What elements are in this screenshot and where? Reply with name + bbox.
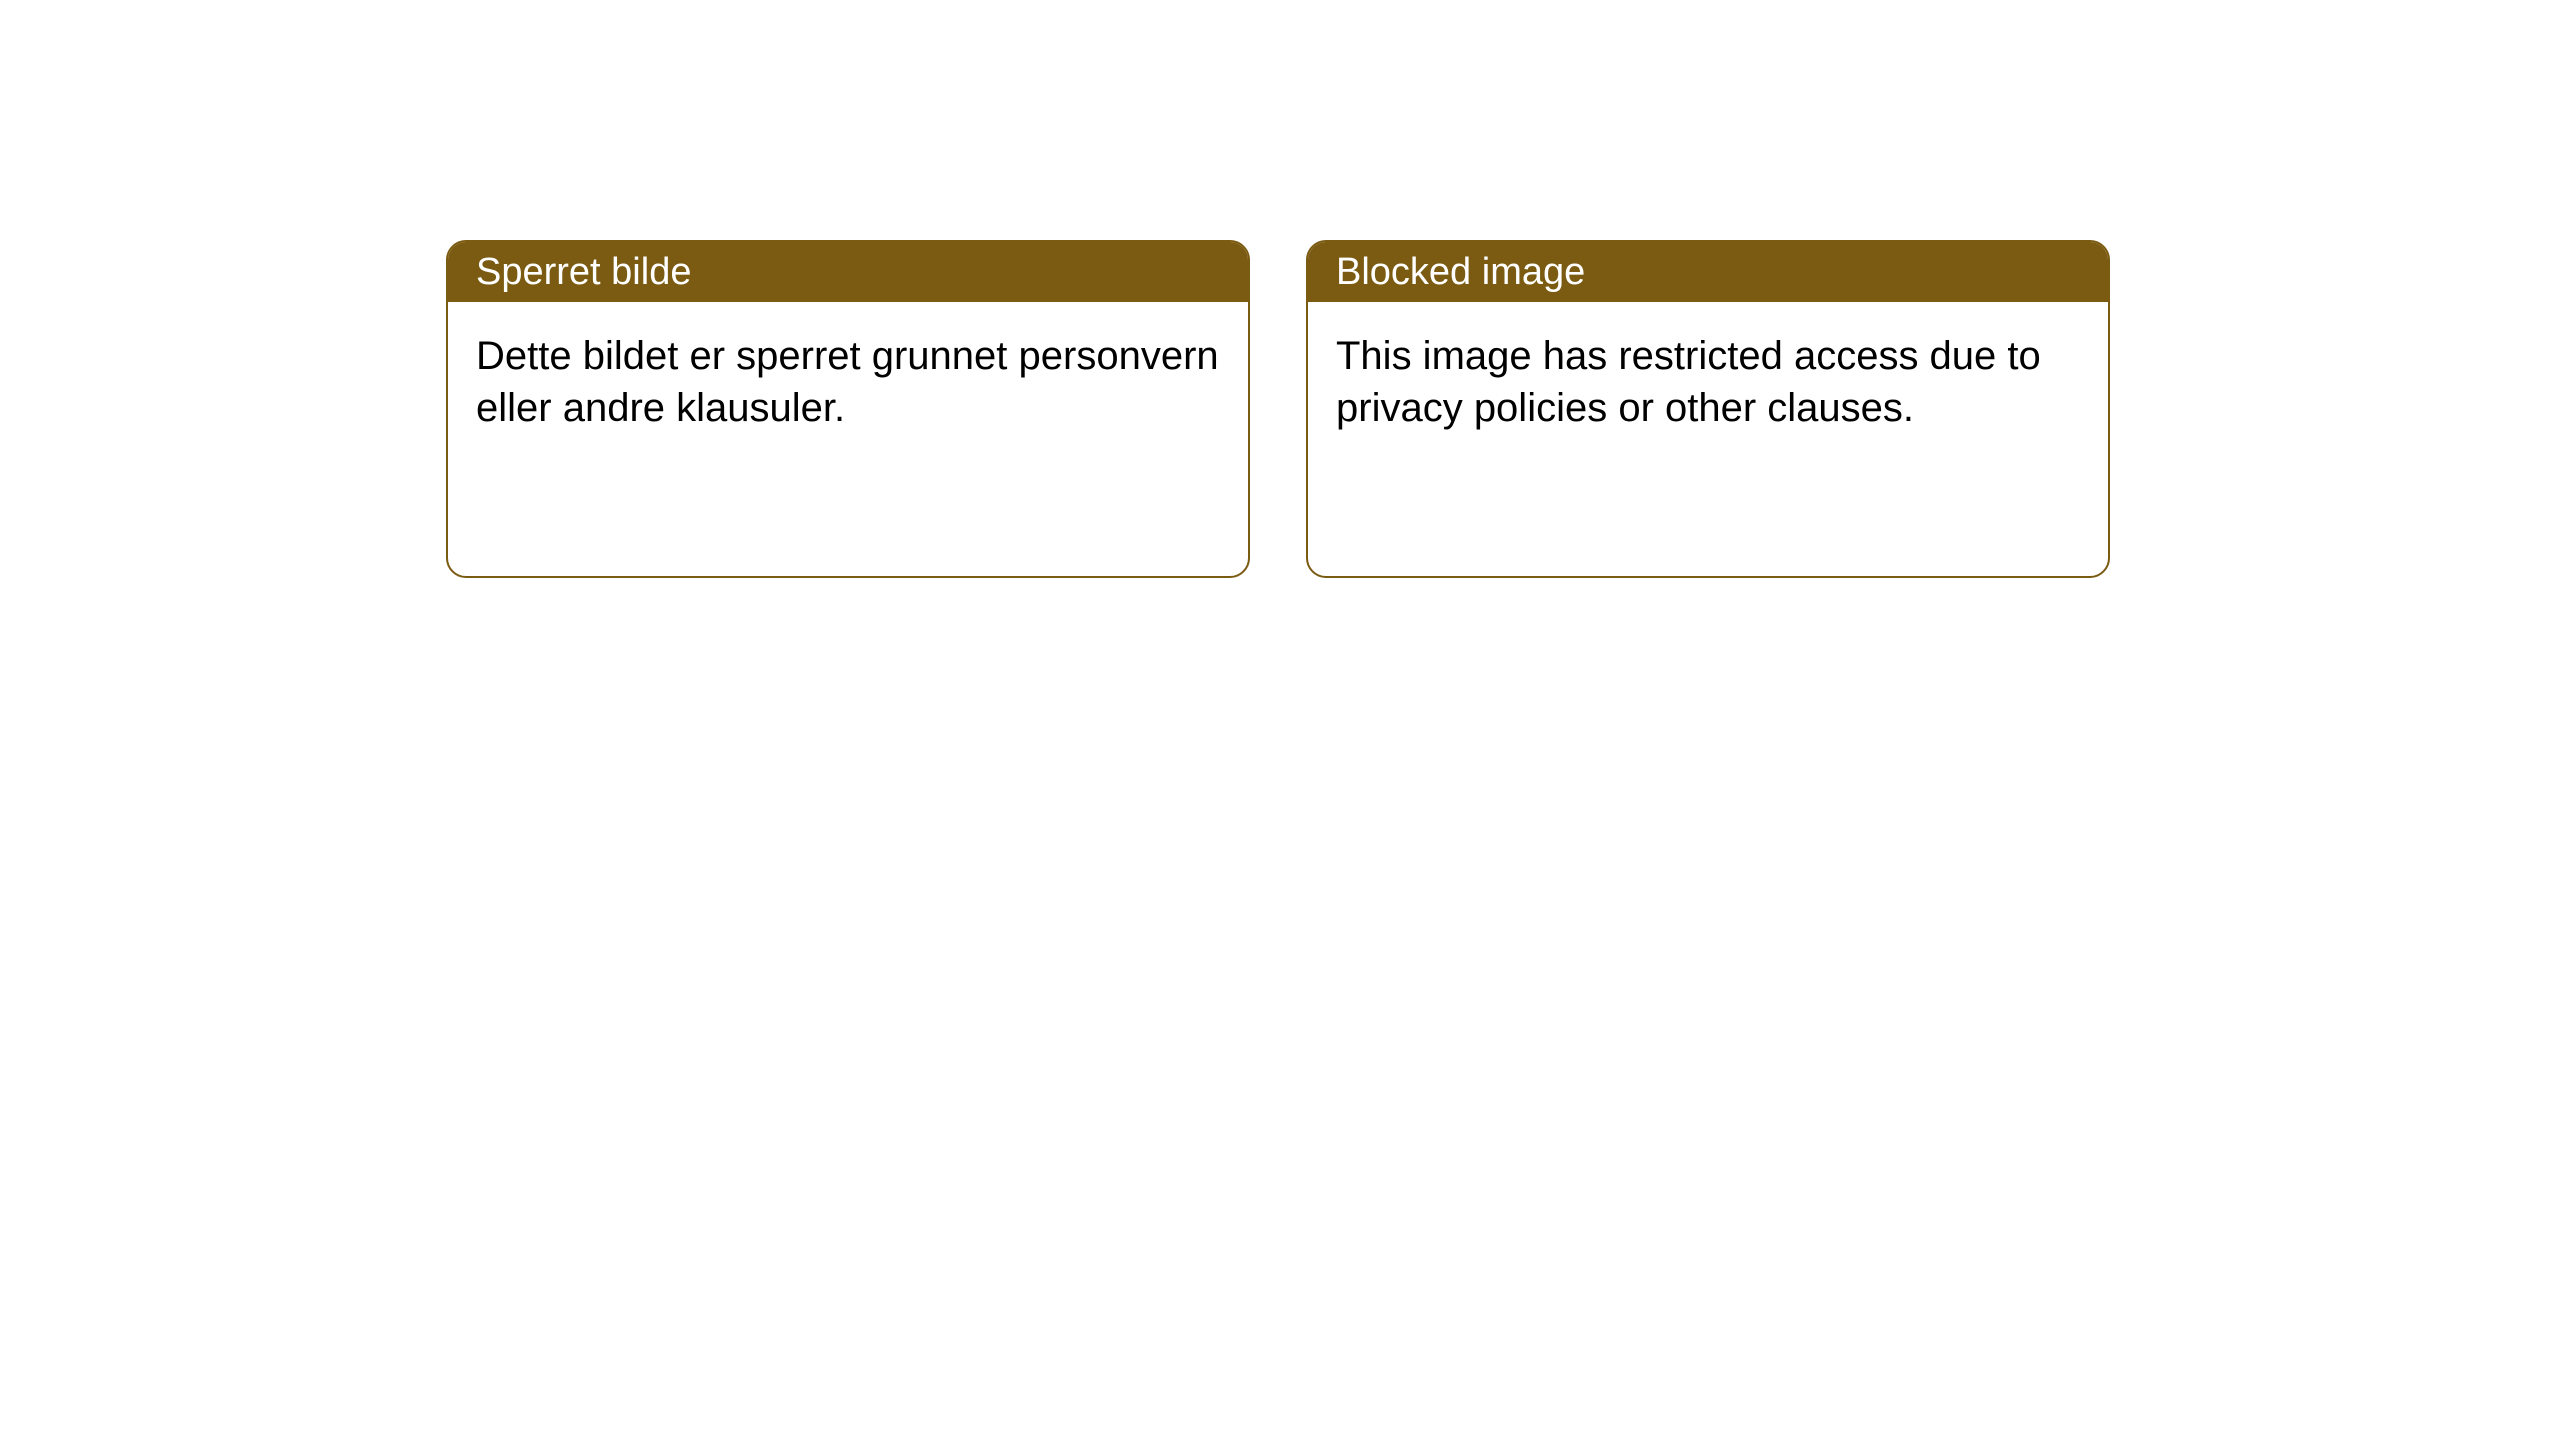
notice-body: Dette bildet er sperret grunnet personve… <box>448 302 1248 462</box>
notice-text: Dette bildet er sperret grunnet personve… <box>476 334 1219 430</box>
notice-card-norwegian: Sperret bilde Dette bildet er sperret gr… <box>446 240 1250 578</box>
notice-card-english: Blocked image This image has restricted … <box>1306 240 2110 578</box>
notice-container: Sperret bilde Dette bildet er sperret gr… <box>0 0 2560 578</box>
notice-title: Sperret bilde <box>476 251 691 294</box>
notice-body: This image has restricted access due to … <box>1308 302 2108 462</box>
notice-header: Blocked image <box>1308 242 2108 302</box>
notice-header: Sperret bilde <box>448 242 1248 302</box>
notice-text: This image has restricted access due to … <box>1336 334 2041 430</box>
notice-title: Blocked image <box>1336 251 1585 294</box>
